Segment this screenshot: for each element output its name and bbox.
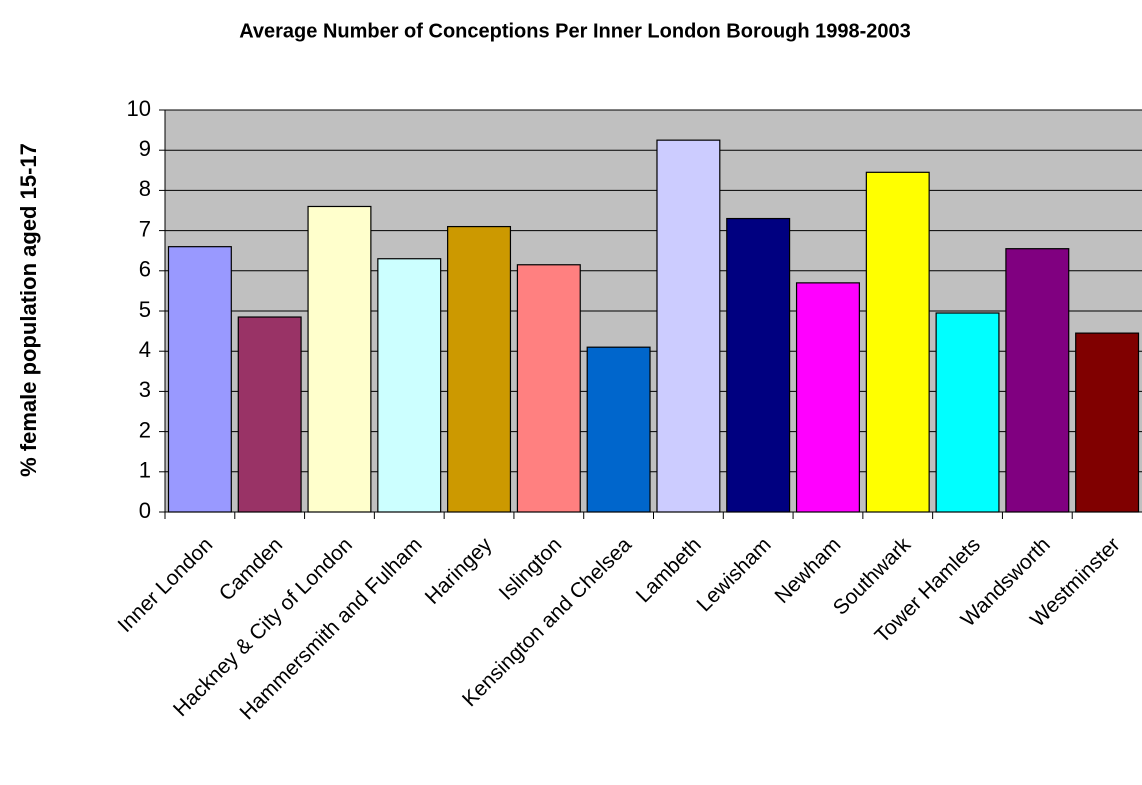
y-tick-label: 4 bbox=[139, 337, 151, 362]
y-tick-label: 5 bbox=[139, 297, 151, 322]
y-tick-label: 0 bbox=[139, 498, 151, 523]
y-tick-label: 9 bbox=[139, 136, 151, 161]
x-tick-label: Camden bbox=[215, 533, 287, 605]
bar bbox=[167, 246, 232, 513]
y-tick-label: 2 bbox=[139, 417, 151, 442]
y-tick-label: 1 bbox=[139, 458, 151, 483]
bar bbox=[447, 225, 512, 513]
bar bbox=[516, 264, 581, 513]
bar bbox=[1075, 332, 1140, 513]
bar bbox=[307, 205, 372, 513]
bar bbox=[726, 217, 791, 513]
y-tick-label: 10 bbox=[127, 96, 151, 121]
bar bbox=[795, 282, 860, 513]
chart-title: Average Number of Conceptions Per Inner … bbox=[239, 20, 911, 42]
bar bbox=[586, 346, 651, 513]
x-tick-label: Lewisham bbox=[693, 533, 776, 616]
y-axis-label: % female population aged 15-17 bbox=[16, 143, 41, 477]
bar bbox=[237, 316, 302, 513]
x-tick-label: Islington bbox=[495, 533, 567, 605]
bar bbox=[865, 171, 930, 513]
bar bbox=[1005, 248, 1070, 513]
y-tick-label: 6 bbox=[139, 257, 151, 282]
x-tick-label: Lambeth bbox=[632, 533, 706, 607]
y-tick-label: 7 bbox=[139, 216, 151, 241]
x-tick-label: Inner London bbox=[114, 533, 218, 637]
y-tick-label: 8 bbox=[139, 176, 151, 201]
bar bbox=[377, 258, 442, 513]
x-tick-label: Haringey bbox=[421, 533, 497, 609]
bar bbox=[656, 139, 721, 513]
bar bbox=[935, 312, 1000, 513]
y-tick-label: 3 bbox=[139, 377, 151, 402]
